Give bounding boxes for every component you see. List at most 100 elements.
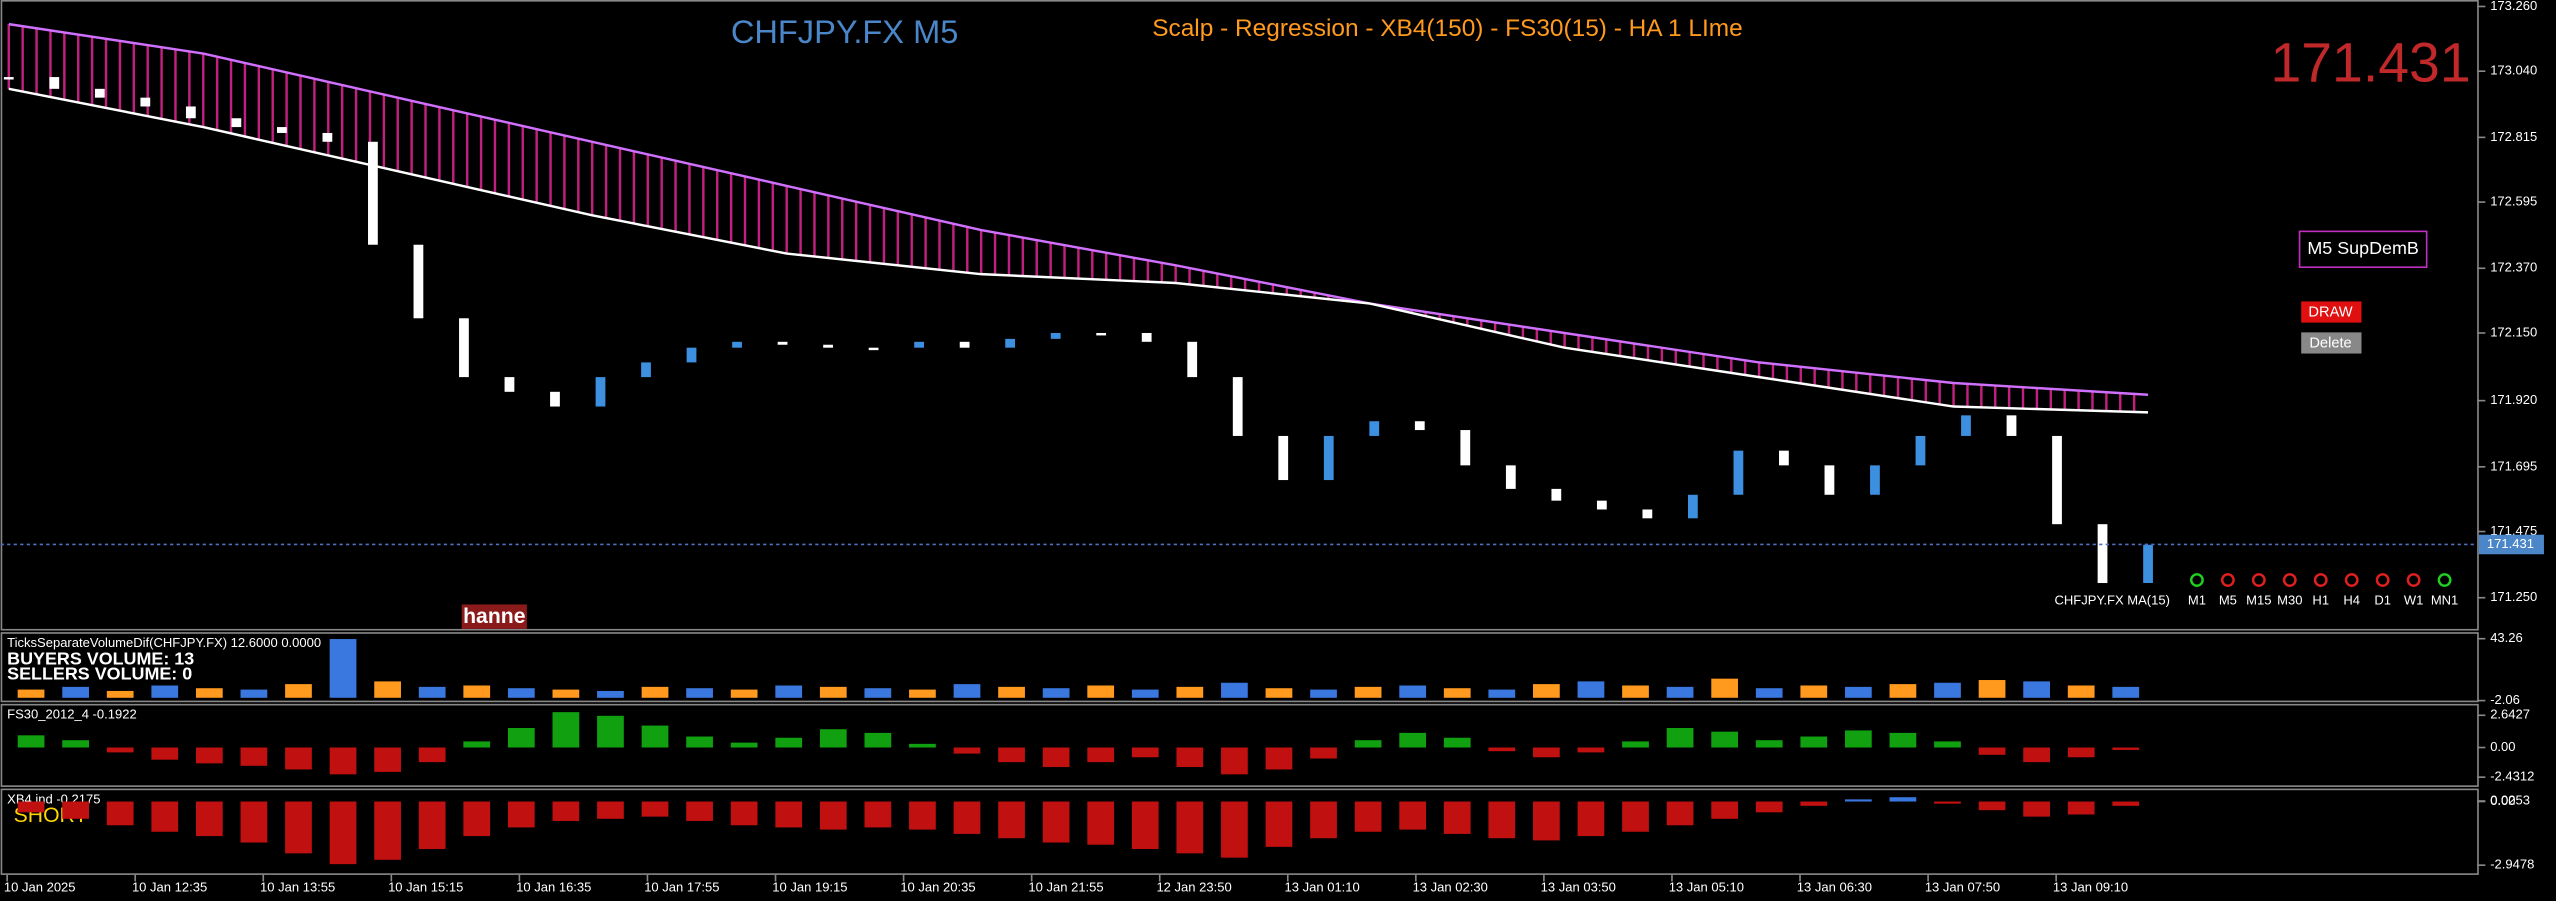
histogram-bar: [597, 690, 624, 698]
histogram-bar: [1176, 801, 1204, 854]
candle: [1551, 488, 1562, 501]
timeframe-label[interactable]: H4: [2343, 593, 2360, 608]
histogram-bar: [686, 736, 713, 748]
candle: [732, 341, 742, 348]
histogram-bar: [775, 801, 803, 828]
histogram-bar: [1622, 741, 1649, 748]
x-tick-label: 10 Jan 2025: [4, 879, 76, 894]
candle: [1005, 338, 1016, 348]
candle: [1096, 332, 1107, 336]
candle: [1141, 332, 1152, 342]
histogram-bar: [1844, 730, 1872, 748]
ma-label: CHFJPY.FX MA(15): [2054, 593, 2169, 608]
histogram-bar: [819, 686, 847, 698]
histogram-bar: [418, 801, 446, 850]
candle: [49, 77, 60, 89]
candle: [1460, 430, 1471, 466]
histogram-bar: [1176, 686, 1204, 698]
histogram-bar: [1221, 801, 1248, 858]
timeframe-label[interactable]: H1: [2312, 593, 2329, 608]
y-tick-label: 172.815: [2490, 129, 2537, 144]
histogram-bar: [775, 685, 803, 698]
draw-label[interactable]: DRAW: [2308, 305, 2352, 321]
histogram-bar: [1934, 801, 1961, 804]
supdem-label[interactable]: M5 SupDemB: [2307, 238, 2418, 258]
histogram-bar: [1488, 747, 1516, 752]
price-tag-label: 171.431: [2487, 536, 2534, 551]
volume-title: TicksSeparateVolumeDif(CHFJPY.FX) 12.600…: [7, 635, 321, 650]
histogram-bar: [151, 685, 179, 698]
histogram-bar: [641, 686, 669, 698]
histogram-bar: [1310, 801, 1337, 839]
histogram-bar: [17, 689, 45, 698]
timeframe-status[interactable]: [2406, 573, 2421, 587]
y-tick-label: 171.250: [2490, 589, 2537, 604]
timeframe-label[interactable]: W1: [2404, 593, 2424, 608]
histogram-bar: [106, 747, 134, 753]
candle: [459, 318, 469, 378]
histogram-bar: [151, 801, 179, 832]
timeframe-label[interactable]: M15: [2246, 593, 2271, 608]
timeframe-status[interactable]: [2375, 573, 2390, 587]
timeframe-status[interactable]: [2344, 573, 2359, 587]
candle: [368, 141, 378, 245]
timeframe-label[interactable]: M1: [2188, 593, 2206, 608]
histogram-bar: [507, 801, 535, 828]
draw-button[interactable]: [2301, 301, 2362, 323]
y-tick-label: 173.260: [2490, 0, 2537, 13]
supdem-button[interactable]: [2298, 230, 2428, 269]
timeframe-label[interactable]: M5: [2219, 593, 2237, 608]
timeframe-status[interactable]: [2282, 573, 2297, 587]
candle: [2143, 544, 2153, 584]
histogram-bar: [1711, 801, 1739, 819]
strategy-title: Scalp - Regression - XB4(150) - FS30(15)…: [1152, 15, 1742, 42]
histogram-bar: [1889, 797, 1917, 802]
x-tick-label: 12 Jan 23:50: [1156, 879, 1231, 894]
histogram-bar: [998, 686, 1025, 698]
delete-button[interactable]: [2301, 332, 2362, 354]
histogram-bar: [62, 801, 90, 819]
x-tick-label: 10 Jan 20:35: [900, 879, 975, 894]
histogram-bar: [1354, 686, 1382, 698]
candle: [1232, 377, 1243, 436]
histogram-bar: [1533, 684, 1560, 698]
candle: [1278, 435, 1289, 481]
histogram-bar: [1978, 747, 2006, 755]
histogram-bar: [1042, 688, 1070, 698]
x-tick-label: 13 Jan 02:30: [1413, 879, 1488, 894]
timeframe-status[interactable]: [2437, 573, 2452, 587]
histogram-bar: [1711, 678, 1739, 698]
timeframe-label[interactable]: M30: [2277, 593, 2302, 608]
histogram-bar: [730, 689, 758, 698]
histogram-bar: [151, 747, 179, 760]
candle: [94, 88, 105, 98]
histogram-bar: [17, 801, 45, 813]
timeframe-status[interactable]: [2251, 573, 2266, 587]
timeframe-status[interactable]: [2313, 573, 2328, 587]
histogram-bar: [1800, 736, 1828, 748]
histogram-bar: [2067, 801, 2095, 815]
histogram-bar: [686, 801, 713, 821]
histogram-bar: [864, 688, 892, 698]
x-tick-label: 10 Jan 13:55: [260, 879, 335, 894]
x-tick-label: 13 Jan 03:50: [1541, 879, 1616, 894]
x-tick-label: 13 Jan 07:50: [1925, 879, 2000, 894]
histogram-bar: [1087, 685, 1115, 698]
x-tick-label: 13 Jan 05:10: [1669, 879, 1744, 894]
histogram-bar: [1577, 801, 1605, 837]
histogram-bar: [285, 801, 312, 854]
histogram-bar: [285, 747, 312, 770]
timeframe-status[interactable]: [2220, 573, 2235, 587]
histogram-bar: [1755, 740, 1783, 748]
candle: [140, 97, 151, 107]
delete-label[interactable]: Delete: [2309, 336, 2351, 352]
histogram-bar: [1666, 686, 1694, 698]
histogram-bar: [1577, 681, 1605, 698]
candle: [1642, 509, 1653, 519]
candle: [823, 344, 833, 348]
x-tick-label: 10 Jan 15:15: [388, 879, 463, 894]
histogram-bar: [1443, 801, 1471, 834]
timeframe-status[interactable]: [2189, 573, 2204, 587]
timeframe-label[interactable]: D1: [2374, 593, 2391, 608]
timeframe-label[interactable]: MN1: [2431, 593, 2458, 608]
